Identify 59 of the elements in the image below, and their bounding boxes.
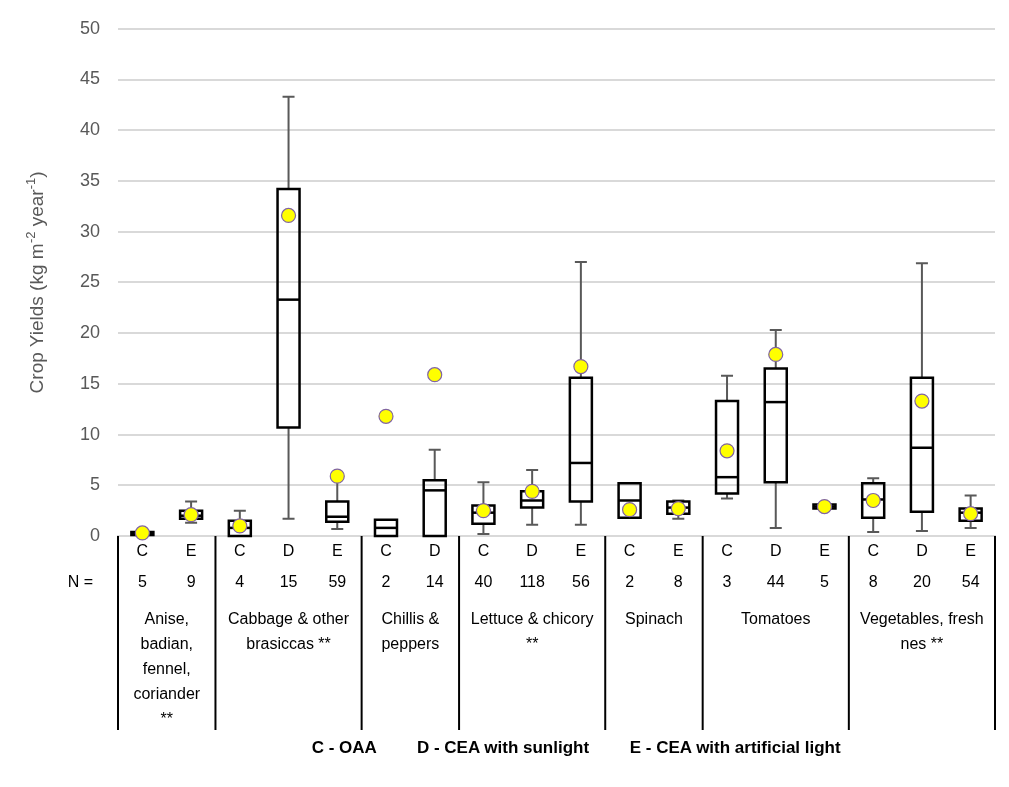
text: 118 bbox=[519, 573, 545, 591]
text: 20 bbox=[913, 573, 931, 591]
text: 5 bbox=[137, 573, 147, 591]
y-tick-label: 15 bbox=[79, 372, 101, 393]
text: Spinach bbox=[625, 610, 683, 628]
text: 3 bbox=[722, 573, 732, 591]
x-tick-label: D bbox=[428, 542, 441, 560]
x-tick-label: E bbox=[672, 542, 684, 560]
x-tick-label: E bbox=[185, 542, 197, 560]
text: 9 bbox=[186, 573, 196, 591]
y-tick-label: 5 bbox=[90, 474, 101, 495]
y-tick-label: 30 bbox=[79, 220, 101, 241]
text: 15 bbox=[279, 573, 298, 591]
x-tick-label: C bbox=[623, 542, 636, 560]
text: Chillis & peppers bbox=[381, 610, 440, 653]
text: 59 bbox=[328, 573, 347, 591]
x-tick-label: C bbox=[867, 542, 879, 560]
x-tick-label: C bbox=[380, 542, 392, 560]
x-tick-label: D bbox=[526, 542, 538, 560]
y-axis-title: Crop Yields (kg m-2 year-1) bbox=[22, 171, 48, 394]
y-tick-label: 45 bbox=[79, 68, 101, 89]
text: Vegetables, fresh nes ** bbox=[860, 610, 984, 653]
x-tick-label: E bbox=[575, 542, 587, 560]
text: 2 bbox=[381, 573, 391, 591]
text: 2 bbox=[625, 573, 635, 591]
y-tick-label: 25 bbox=[79, 271, 101, 292]
y-tick-label: 35 bbox=[79, 169, 101, 190]
y-tick-label: 40 bbox=[79, 119, 101, 140]
x-tick-label: E bbox=[331, 542, 343, 560]
x-tick-label: D bbox=[916, 542, 928, 560]
y-tick-label: 10 bbox=[79, 423, 101, 444]
y-tick-label: 20 bbox=[79, 322, 101, 343]
x-tick-label: D bbox=[282, 542, 295, 560]
text: 54 bbox=[961, 573, 980, 591]
x-tick-label: E bbox=[965, 542, 976, 560]
text: 4 bbox=[235, 573, 245, 591]
text: E - CEA with artificial light bbox=[629, 737, 841, 757]
text: Anise, badian, fennel, coriander ** bbox=[133, 610, 201, 728]
text: Cabbage & other brasiccas ** bbox=[228, 610, 350, 653]
text: 56 bbox=[571, 573, 590, 591]
x-tick-label: C bbox=[477, 542, 490, 560]
x-tick-label: E bbox=[819, 542, 830, 560]
text: 44 bbox=[766, 573, 785, 591]
text: 8 bbox=[673, 573, 683, 591]
x-tick-label: C bbox=[721, 542, 733, 560]
text: 14 bbox=[425, 573, 444, 591]
text: 5 bbox=[820, 573, 830, 591]
text: 40 bbox=[474, 573, 493, 591]
x-tick-label: D bbox=[769, 542, 782, 560]
text: 8 bbox=[868, 573, 878, 591]
y-tick-label: 50 bbox=[79, 17, 101, 38]
text: N = bbox=[67, 573, 94, 591]
text: Tomatoes bbox=[741, 610, 811, 628]
text: Lettuce & chicory ** bbox=[470, 610, 594, 653]
y-tick-label: 0 bbox=[90, 524, 101, 545]
text: D - CEA with sunlight bbox=[416, 737, 590, 757]
text: C - OAA bbox=[311, 737, 377, 757]
x-tick-label: C bbox=[136, 542, 149, 560]
x-tick-label: C bbox=[234, 542, 246, 560]
